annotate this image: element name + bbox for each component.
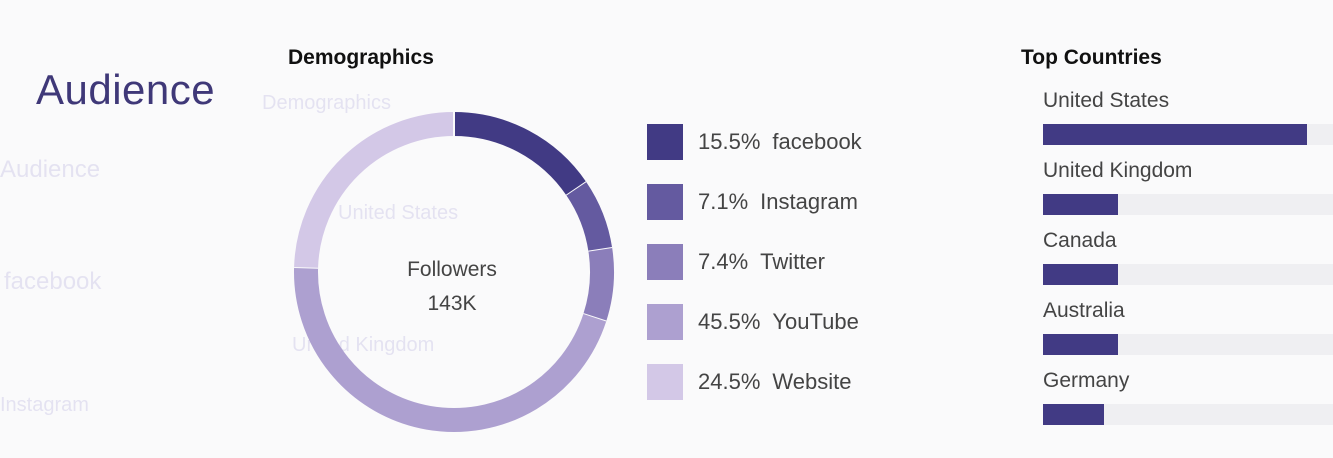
country-bar-track: [1043, 194, 1333, 215]
legend-swatch: [647, 124, 683, 160]
ghost-text: facebook: [4, 268, 102, 295]
country-name: Germany: [1043, 369, 1130, 392]
chart-legend: 15.5% facebook 7.1% Instagram 7.4% Twitter 45.…: [647, 124, 862, 424]
legend-item-twitter: 7.4% Twitter: [647, 244, 862, 280]
legend-percentage: 24.5%: [698, 369, 761, 394]
donut-chart: [294, 112, 614, 432]
legend-percentage: 45.5%: [698, 309, 761, 334]
country-row: Australia: [1043, 298, 1333, 368]
country-row: Canada: [1043, 228, 1333, 298]
legend-label: 24.5% Website: [698, 369, 851, 395]
donut-slice-website: [294, 112, 455, 268]
legend-label: 45.5% YouTube: [698, 309, 859, 335]
top-countries-list: United States United Kingdom Canada Austral…: [1043, 88, 1333, 438]
country-name: Canada: [1043, 229, 1117, 252]
ghost-text: Audience: [0, 156, 101, 183]
legend-swatch: [647, 364, 683, 400]
donut-slice-twitter: [583, 247, 614, 322]
country-bar: [1043, 264, 1119, 285]
country-name: United States: [1043, 89, 1170, 112]
country-bar: [1043, 334, 1119, 355]
legend-item-facebook: 15.5% facebook: [647, 124, 862, 160]
country-bar: [1043, 404, 1104, 425]
country-row: Germany: [1043, 368, 1333, 438]
country-name: Australia: [1043, 299, 1125, 322]
country-name: United Kingdom: [1043, 159, 1193, 182]
donut-slice-facebook: [453, 112, 587, 196]
top-countries-heading: Top Countries: [1021, 46, 1162, 69]
legend-swatch: [647, 244, 683, 280]
legend-item-instagram: 7.1% Instagram: [647, 184, 862, 220]
country-bar-track: [1043, 124, 1333, 145]
legend-category: Twitter: [760, 249, 825, 274]
legend-item-website: 24.5% Website: [647, 364, 862, 400]
legend-label: 7.4% Twitter: [698, 249, 825, 275]
demographics-heading: Demographics: [288, 46, 434, 69]
legend-label: 15.5% facebook: [698, 129, 862, 155]
legend-item-youtube: 45.5% YouTube: [647, 304, 862, 340]
country-bar-track: [1043, 334, 1333, 355]
legend-swatch: [647, 304, 683, 340]
donut-center-label: Followers: [407, 258, 497, 281]
legend-percentage: 7.1%: [698, 189, 749, 214]
legend-category: YouTube: [772, 309, 859, 334]
legend-category: Instagram: [760, 189, 858, 214]
donut-slice-youtube: [294, 266, 607, 432]
legend-swatch: [647, 184, 683, 220]
ghost-text: United States: [338, 202, 459, 224]
country-row: United Kingdom: [1043, 158, 1333, 228]
country-row: United States: [1043, 88, 1333, 158]
legend-category: Website: [772, 369, 852, 394]
donut-slice-instagram: [566, 182, 613, 252]
country-bar: [1043, 194, 1119, 215]
legend-percentage: 7.4%: [698, 249, 749, 274]
country-bar: [1043, 124, 1307, 145]
ghost-text: Instagram: [0, 394, 89, 416]
legend-percentage: 15.5%: [698, 129, 761, 154]
ghost-text: Demographics: [262, 92, 391, 114]
country-bar-track: [1043, 264, 1333, 285]
legend-label: 7.1% Instagram: [698, 189, 858, 215]
page-title: Audience: [36, 66, 216, 113]
country-bar-track: [1043, 404, 1333, 425]
donut-center-value: 143K: [427, 292, 477, 315]
legend-category: facebook: [772, 129, 862, 154]
